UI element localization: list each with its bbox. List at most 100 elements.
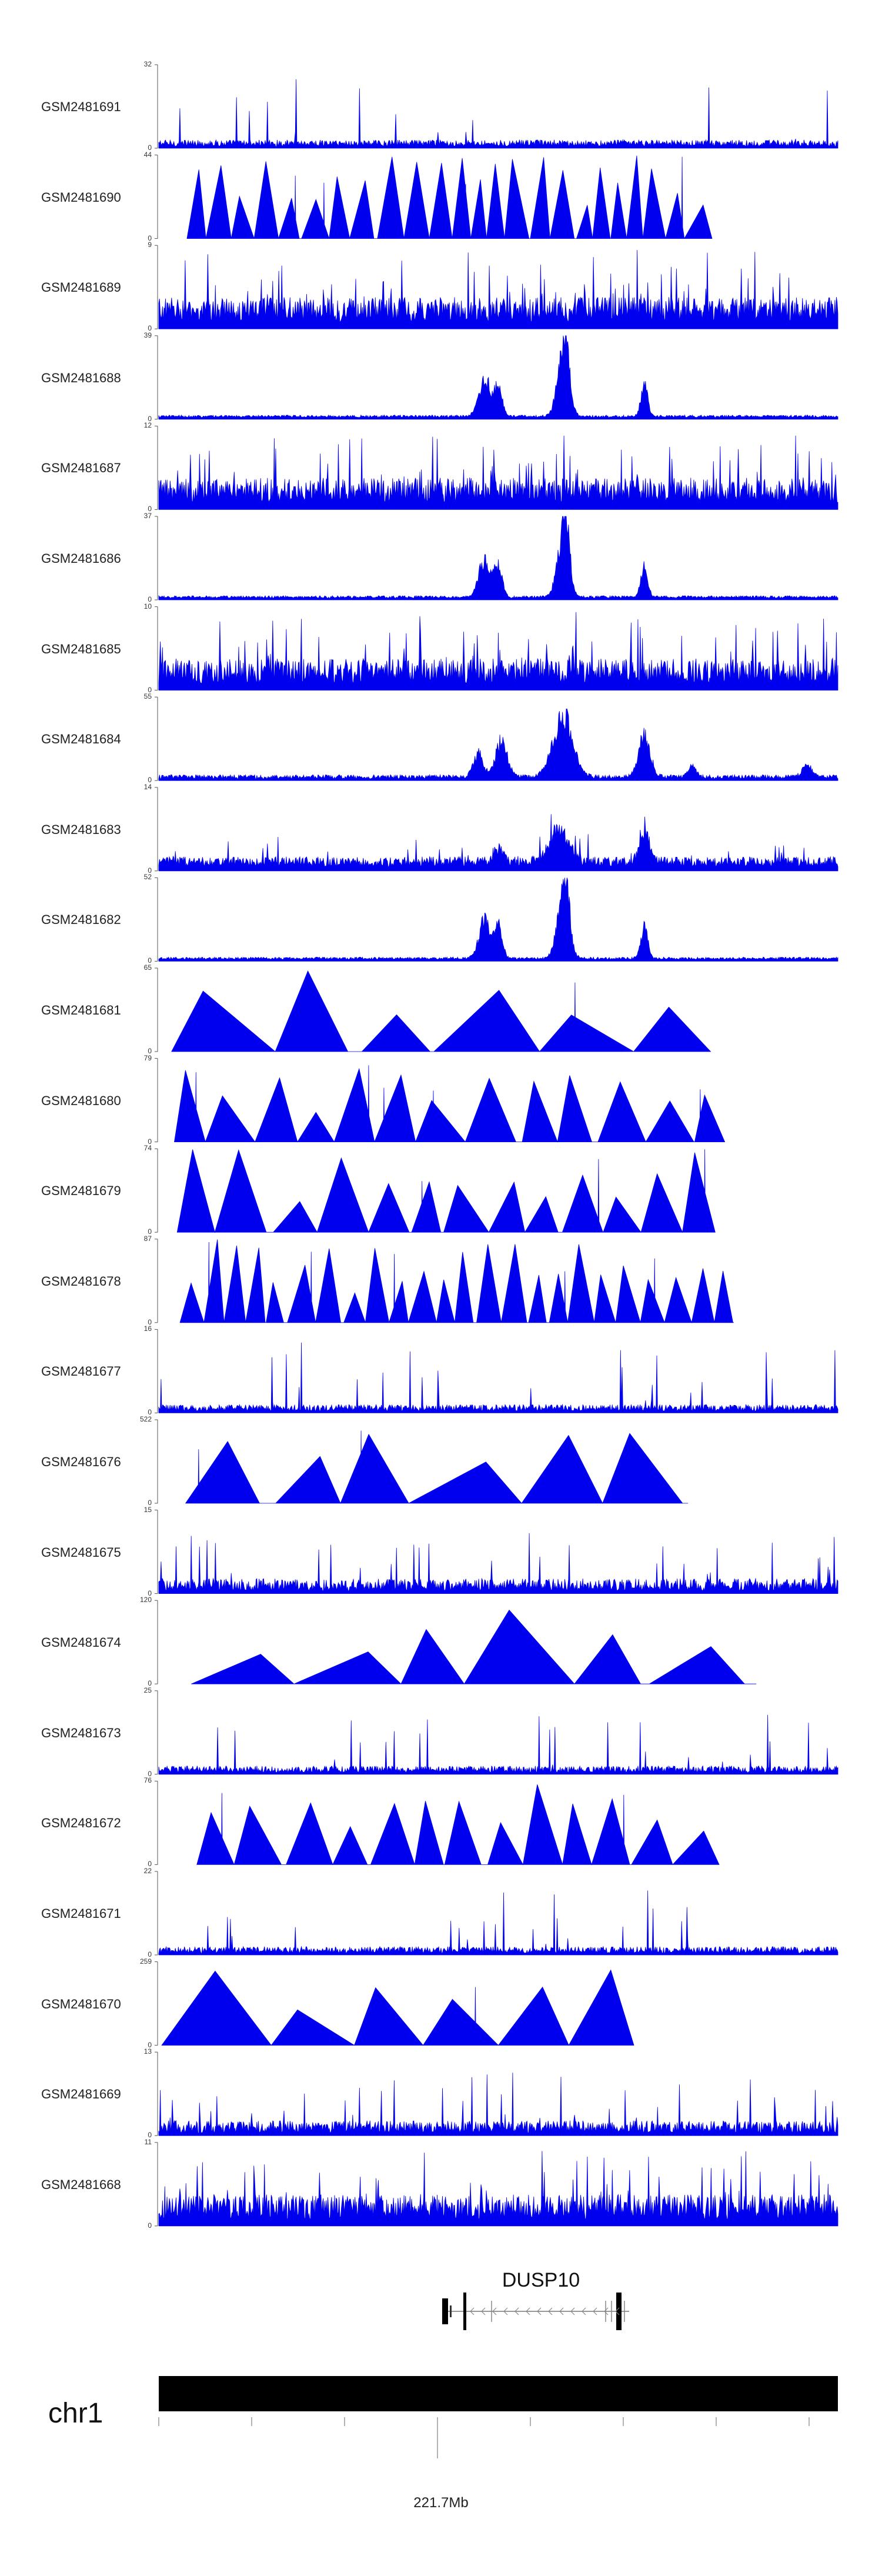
y-min-label: 0 <box>148 505 152 513</box>
signal-area <box>196 1784 720 1866</box>
track-GSM2481686 <box>155 516 838 600</box>
track-GSM2481681 <box>155 967 711 1052</box>
signal-area <box>171 970 711 1052</box>
strand-arrow-icon <box>570 2307 575 2315</box>
y-max-label: 37 <box>143 512 152 520</box>
signal-area <box>186 155 713 239</box>
y-min-label: 0 <box>148 2131 152 2140</box>
track-name: GSM2481680 <box>41 1093 121 1108</box>
track-name: GSM2481690 <box>41 189 121 205</box>
track-name: GSM2481688 <box>41 370 121 385</box>
track-GSM2481689 <box>155 245 838 329</box>
signal-area <box>158 814 838 872</box>
y-min-label: 0 <box>148 1769 152 1778</box>
y-min-label: 0 <box>148 144 152 152</box>
y-max-label: 74 <box>143 1144 152 1153</box>
track-name: GSM2481691 <box>41 99 121 114</box>
track-name: GSM2481670 <box>41 1996 121 2011</box>
strand-arrow-icon <box>604 2307 609 2315</box>
track-name: GSM2481681 <box>41 1003 121 1017</box>
y-min-label: 0 <box>148 776 152 785</box>
y-max-label: 10 <box>143 602 152 610</box>
y-min-label: 0 <box>148 866 152 875</box>
y-max-label: 79 <box>143 1053 152 1062</box>
y-max-label: 76 <box>143 1776 152 1785</box>
strand-arrow-icon <box>615 2307 620 2315</box>
signal-area <box>158 1890 838 1956</box>
y-min-label: 0 <box>148 1137 152 1146</box>
y-min-label: 0 <box>148 1047 152 1055</box>
y-max-label: 32 <box>143 60 152 68</box>
track-GSM2481677 <box>155 1329 838 1413</box>
y-min-label: 0 <box>148 685 152 694</box>
y-max-label: 522 <box>139 1415 152 1423</box>
y-min-label: 0 <box>148 1227 152 1236</box>
signal-area <box>158 612 838 690</box>
track-name: GSM2481668 <box>41 2177 121 2192</box>
track-GSM2481674 <box>155 1600 757 1684</box>
gene-exon <box>463 2293 466 2330</box>
track-name: GSM2481689 <box>41 280 121 295</box>
strand-arrow-icon <box>481 2307 486 2315</box>
track-GSM2481679 <box>155 1148 716 1233</box>
y-min-label: 0 <box>148 2221 152 2230</box>
y-max-label: 14 <box>143 782 152 791</box>
y-min-label: 0 <box>148 233 152 242</box>
y-max-label: 12 <box>143 421 152 430</box>
track-GSM2481678 <box>155 1239 734 1324</box>
gene-model <box>442 2293 629 2330</box>
y-min-label: 0 <box>148 414 152 423</box>
y-max-label: 52 <box>143 873 152 882</box>
signal-area <box>158 79 838 149</box>
track-GSM2481668 <box>155 2142 838 2227</box>
track-name: GSM2481677 <box>41 1364 121 1379</box>
signal-area <box>158 2151 838 2227</box>
y-max-label: 11 <box>144 2137 152 2146</box>
signal-area <box>158 516 838 600</box>
y-min-label: 0 <box>148 1317 152 1326</box>
track-name: GSM2481679 <box>41 1183 121 1199</box>
track-name: GSM2481678 <box>41 1273 121 1289</box>
strand-arrow-icon <box>537 2307 542 2315</box>
track-GSM2481670 <box>155 1961 634 2046</box>
gene-name-label: DUSP10 <box>502 2269 580 2291</box>
track-GSM2481684 <box>155 696 838 781</box>
track-GSM2481685 <box>155 606 838 691</box>
track-name: GSM2481685 <box>41 641 121 656</box>
y-min-label: 0 <box>148 2040 152 2049</box>
signal-area <box>158 1714 838 1775</box>
track-GSM2481691 <box>155 64 838 149</box>
signal-area <box>185 1430 689 1504</box>
strand-arrow-icon <box>503 2307 508 2315</box>
y-max-label: 16 <box>143 1324 152 1333</box>
track-name: GSM2481669 <box>41 2087 121 2102</box>
track-GSM2481680 <box>155 1058 726 1143</box>
y-min-label: 0 <box>148 1589 152 1597</box>
strand-arrow-icon <box>492 2307 497 2315</box>
track-GSM2481672 <box>155 1780 720 1866</box>
signal-area <box>158 877 838 962</box>
track-GSM2481682 <box>155 877 838 962</box>
signal-area <box>161 1969 634 2046</box>
gene-exon <box>442 2298 448 2324</box>
track-name: GSM2481674 <box>41 1635 121 1650</box>
y-min-label: 0 <box>148 324 152 333</box>
signal-area <box>158 2073 838 2136</box>
y-min-label: 0 <box>148 1950 152 1958</box>
y-min-label: 0 <box>148 1860 152 1868</box>
track-GSM2481690 <box>155 155 713 239</box>
y-max-label: 87 <box>143 1234 152 1243</box>
signal-area <box>158 435 838 510</box>
signal-area <box>158 335 838 420</box>
gene-exon <box>616 2293 622 2330</box>
signal-area <box>179 1239 734 1324</box>
strand-arrow-icon <box>559 2307 564 2315</box>
y-max-label: 25 <box>143 1686 152 1694</box>
strand-arrow-icon <box>470 2307 475 2315</box>
track-name: GSM2481675 <box>41 1544 121 1560</box>
y-max-label: 22 <box>143 1867 152 1875</box>
strand-arrow-icon <box>514 2307 519 2315</box>
y-max-label: 44 <box>143 150 152 159</box>
